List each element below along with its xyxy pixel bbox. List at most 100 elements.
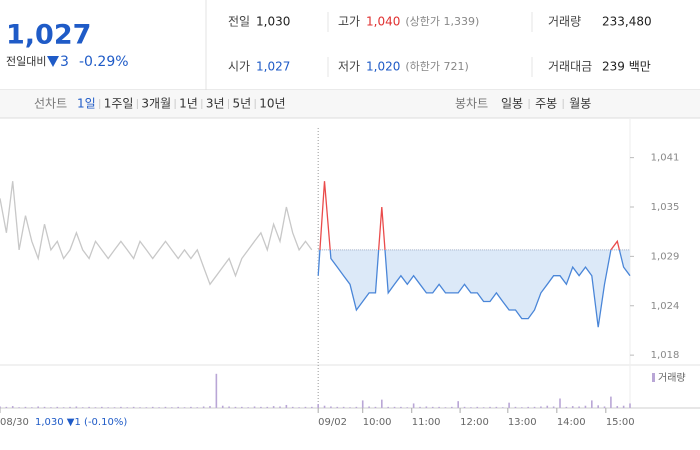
y-tick-label: 1,029 — [651, 251, 680, 262]
tab[interactable]: 3개월 — [141, 97, 171, 111]
volume-bar — [177, 406, 179, 408]
volume-bar — [381, 399, 383, 408]
field-label: 거래량 — [548, 15, 581, 29]
volume-bar — [540, 406, 542, 408]
line — [317, 249, 631, 328]
tab[interactable]: 5년 — [233, 97, 252, 111]
volume-bar — [470, 407, 472, 408]
tab[interactable]: 3년 — [206, 97, 225, 111]
volume-bar — [164, 406, 167, 408]
volume-bar — [476, 406, 479, 408]
field-value: 1,030 — [256, 15, 290, 29]
volume-bar — [158, 407, 160, 408]
volume-bar — [107, 407, 109, 408]
volume-bar — [495, 406, 498, 408]
volume-bar — [591, 400, 593, 408]
tab[interactable]: 1년 — [179, 97, 198, 111]
volume-bar — [209, 406, 211, 408]
volume-bar — [508, 402, 510, 408]
volume-bar — [31, 407, 33, 408]
volume-bar — [521, 407, 523, 408]
tab[interactable]: 주봉 — [535, 97, 557, 111]
volume-bar — [37, 406, 39, 408]
volume-bar — [374, 406, 377, 408]
volume-bar — [393, 406, 396, 408]
field-value: 239 백만 — [602, 60, 651, 74]
volume-bar — [279, 406, 281, 408]
volume-bar — [419, 406, 421, 408]
x-tick-label: 13:00 — [508, 417, 537, 428]
volume-bar — [622, 405, 625, 408]
volume-bar — [578, 406, 580, 408]
x-tick-label: 15:00 — [606, 417, 635, 428]
volume-bar — [482, 407, 485, 408]
tab[interactable]: 1일 — [77, 97, 96, 111]
volume-bar — [304, 406, 307, 408]
volume-bar — [501, 407, 504, 408]
volume-bar — [151, 406, 154, 408]
volume-bar — [215, 373, 218, 408]
volume-bar — [69, 406, 71, 408]
volume-bar — [444, 407, 447, 408]
volume-bar — [120, 406, 122, 408]
tab[interactable]: 10년 — [259, 97, 285, 111]
x-tick-label: 11:00 — [412, 417, 441, 428]
volume-bar — [597, 405, 599, 408]
volume-bar — [5, 406, 8, 408]
volume-bar — [438, 406, 440, 408]
volume-bar — [272, 406, 275, 408]
field-label: 고가 — [338, 15, 360, 29]
volume-bar — [56, 406, 59, 408]
tab[interactable]: 월봉 — [569, 97, 591, 111]
x-tick-label: 09/02 — [318, 417, 347, 428]
volume-bar — [101, 406, 103, 408]
volume-bar — [145, 407, 148, 408]
volume-bar — [260, 406, 262, 408]
volume-bar — [11, 406, 14, 408]
volume-bar — [457, 401, 459, 408]
volume-bar — [489, 406, 491, 408]
volume-bar — [228, 406, 230, 408]
field-label: 저가 — [338, 60, 360, 74]
volume-bar — [132, 406, 135, 408]
field-value: 233,480 — [602, 15, 652, 29]
volume-bar — [81, 407, 84, 408]
volume-bar — [50, 407, 52, 408]
volume-bar — [317, 404, 319, 408]
volume-bar — [425, 406, 428, 408]
field-label: 시가 — [228, 60, 250, 74]
volume-bar — [196, 407, 199, 408]
tab[interactable]: 1주일 — [104, 97, 134, 111]
volume-bar — [126, 407, 129, 408]
tab-group-label: 봉차트 — [455, 97, 488, 111]
volume-bar — [610, 396, 612, 408]
volume-bar — [323, 405, 326, 408]
volume-bar — [0, 406, 1, 408]
volume-bar — [24, 406, 27, 408]
volume-bar — [349, 407, 351, 408]
volume-bar — [584, 405, 587, 408]
volume-bar — [616, 406, 619, 408]
field-value: 1,040 — [366, 15, 400, 29]
volume-bar — [171, 407, 173, 408]
prev-label: 1,030 ▼1 (-0.10%) — [35, 417, 127, 428]
field-label: 전일 — [228, 15, 250, 29]
volume-bar — [221, 405, 224, 408]
volume-bar — [387, 406, 389, 408]
area — [318, 249, 630, 328]
volume-bar — [603, 406, 606, 408]
volume-bar — [406, 407, 409, 408]
volume-bar — [234, 406, 237, 408]
volume-bar — [546, 405, 549, 408]
volume-bar — [400, 406, 402, 408]
tab[interactable]: 일봉 — [501, 97, 523, 111]
volume-bar — [62, 407, 65, 408]
volume-bar — [241, 406, 243, 408]
volume-bar — [342, 406, 345, 408]
volume-bar — [463, 406, 466, 408]
volume-bar — [336, 406, 339, 408]
volume-bar — [412, 403, 415, 408]
volume-bar — [190, 406, 192, 408]
volume-bar — [552, 406, 555, 408]
line — [0, 181, 313, 286]
